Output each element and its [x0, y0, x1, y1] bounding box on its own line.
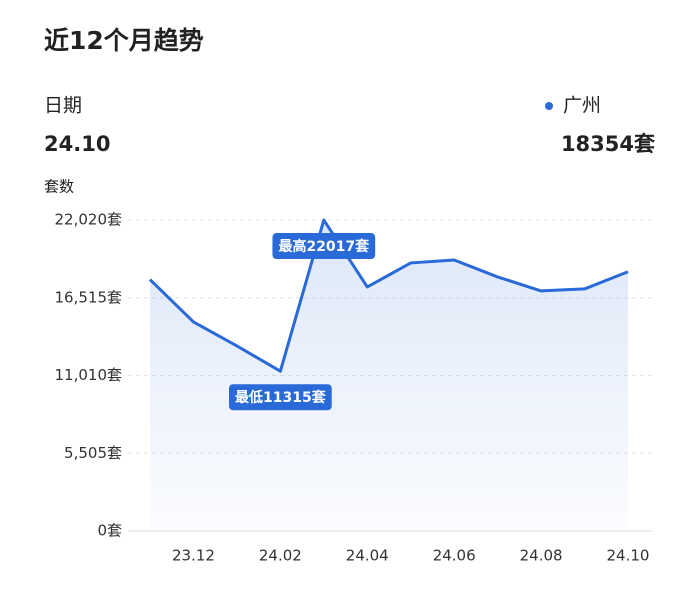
date-label: 日期	[44, 95, 82, 117]
annotation: 最高22017套	[278, 238, 369, 255]
x-tick-label: 24.10	[607, 547, 650, 565]
y-tick-label: 22,020套	[55, 211, 123, 229]
legend-dot	[545, 102, 553, 110]
y-axis-label: 套数	[44, 178, 74, 196]
x-tick-label: 23.12	[172, 547, 215, 565]
annotation: 最低11315套	[235, 389, 326, 406]
x-tick-label: 24.06	[433, 547, 476, 565]
y-tick-label: 16,515套	[55, 288, 123, 306]
y-tick-label: 5,505套	[64, 444, 122, 462]
y-tick-label: 11,010套	[55, 366, 123, 384]
date: 24.10	[44, 132, 110, 156]
x-tick-label: 24.08	[520, 547, 563, 565]
annotation-box	[229, 384, 332, 411]
line	[148, 218, 629, 373]
title: 近12个月趋势	[44, 26, 204, 55]
x-tick-label: 24.04	[346, 547, 389, 565]
current-value: 18354套	[561, 132, 655, 156]
annotation-box	[272, 233, 376, 260]
area	[150, 220, 628, 532]
y-tick-label: 0套	[97, 522, 122, 540]
legend-label: 广州	[563, 95, 601, 117]
x-tick-label: 24.02	[259, 547, 302, 565]
